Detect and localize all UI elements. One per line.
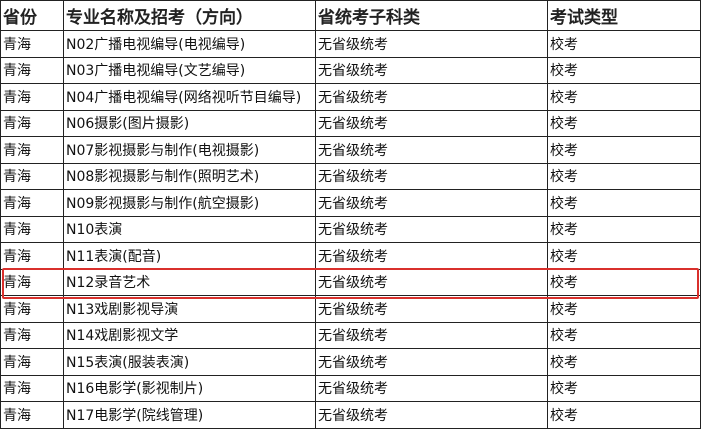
subject-category-cell: 无省级统考 [315,83,548,111]
table-row: 青海 N17电影学(院线管理) 无省级统考 校考 [0,401,701,429]
major-cell: N03广播电视编导(文艺编导) [63,56,316,84]
table-row: 青海 N11表演(配音) 无省级统考 校考 [0,242,701,270]
major-cell: N17电影学(院线管理) [63,401,316,429]
header-subject-category: 省统考子科类 [315,0,548,31]
province-cell: 青海 [0,401,64,429]
major-cell: N06摄影(图片摄影) [63,109,316,137]
subject-category-cell: 无省级统考 [315,109,548,137]
major-cell: N15表演(服装表演) [63,348,316,376]
subject-category-cell: 无省级统考 [315,136,548,164]
province-cell: 青海 [0,295,64,323]
major-cell: N07影视摄影与制作(电视摄影) [63,136,316,164]
major-cell: N12录音艺术 [63,268,316,296]
exam-type-cell: 校考 [547,374,701,402]
province-cell: 青海 [0,242,64,270]
major-cell: N02广播电视编导(电视编导) [63,30,316,58]
table-row: 青海 N15表演(服装表演) 无省级统考 校考 [0,348,701,376]
major-cell: N11表演(配音) [63,242,316,270]
exam-type-cell: 校考 [547,215,701,243]
header-province: 省份 [0,0,64,31]
table-row: 青海 N10表演 无省级统考 校考 [0,215,701,243]
province-cell: 青海 [0,109,64,137]
exam-type-cell: 校考 [547,295,701,323]
table-row: 青海 N03广播电视编导(文艺编导) 无省级统考 校考 [0,56,701,84]
table-row: 青海 N08影视摄影与制作(照明艺术) 无省级统考 校考 [0,162,701,190]
major-cell: N13戏剧影视导演 [63,295,316,323]
subject-category-cell: 无省级统考 [315,215,548,243]
subject-category-cell: 无省级统考 [315,321,548,349]
major-cell: N08影视摄影与制作(照明艺术) [63,162,316,190]
province-cell: 青海 [0,30,64,58]
exam-type-cell: 校考 [547,30,701,58]
table-row: 青海 N09影视摄影与制作(航空摄影) 无省级统考 校考 [0,189,701,217]
province-cell: 青海 [0,162,64,190]
subject-category-cell: 无省级统考 [315,189,548,217]
province-cell: 青海 [0,215,64,243]
exam-type-cell: 校考 [547,109,701,137]
major-cell: N04广播电视编导(网络视听节目编导) [63,83,316,111]
table-row: 青海 N13戏剧影视导演 无省级统考 校考 [0,295,701,323]
exam-type-cell: 校考 [547,348,701,376]
subject-category-cell: 无省级统考 [315,374,548,402]
province-cell: 青海 [0,374,64,402]
exam-type-cell: 校考 [547,189,701,217]
major-cell: N16电影学(影视制片) [63,374,316,402]
exam-type-cell: 校考 [547,321,701,349]
major-cell: N10表演 [63,215,316,243]
table-row: 青海 N02广播电视编导(电视编导) 无省级统考 校考 [0,30,701,58]
header-row: 省份 专业名称及招考（方向） 省统考子科类 考试类型 [0,0,701,31]
exam-type-cell: 校考 [547,268,701,296]
exam-type-cell: 校考 [547,162,701,190]
exam-type-cell: 校考 [547,83,701,111]
subject-category-cell: 无省级统考 [315,56,548,84]
exam-type-cell: 校考 [547,401,701,429]
subject-category-cell: 无省级统考 [315,348,548,376]
major-cell: N09影视摄影与制作(航空摄影) [63,189,316,217]
subject-category-cell: 无省级统考 [315,401,548,429]
province-cell: 青海 [0,83,64,111]
province-cell: 青海 [0,321,64,349]
province-cell: 青海 [0,348,64,376]
subject-category-cell: 无省级统考 [315,242,548,270]
header-major: 专业名称及招考（方向） [63,0,316,31]
table-row: 青海 N16电影学(影视制片) 无省级统考 校考 [0,374,701,402]
exam-type-cell: 校考 [547,56,701,84]
header-exam-type: 考试类型 [547,0,701,31]
major-cell: N14戏剧影视文学 [63,321,316,349]
table-row: 青海 N04广播电视编导(网络视听节目编导) 无省级统考 校考 [0,83,701,111]
exam-type-cell: 校考 [547,136,701,164]
subject-category-cell: 无省级统考 [315,295,548,323]
subject-category-cell: 无省级统考 [315,162,548,190]
table-row: 青海 N07影视摄影与制作(电视摄影) 无省级统考 校考 [0,136,701,164]
table-row: 青海 N12录音艺术 无省级统考 校考 [0,268,701,296]
subject-category-cell: 无省级统考 [315,268,548,296]
table-row: 青海 N14戏剧影视文学 无省级统考 校考 [0,321,701,349]
province-cell: 青海 [0,268,64,296]
table-row: 青海 N06摄影(图片摄影) 无省级统考 校考 [0,109,701,137]
province-cell: 青海 [0,56,64,84]
province-cell: 青海 [0,189,64,217]
exam-type-cell: 校考 [547,242,701,270]
province-cell: 青海 [0,136,64,164]
subject-category-cell: 无省级统考 [315,30,548,58]
